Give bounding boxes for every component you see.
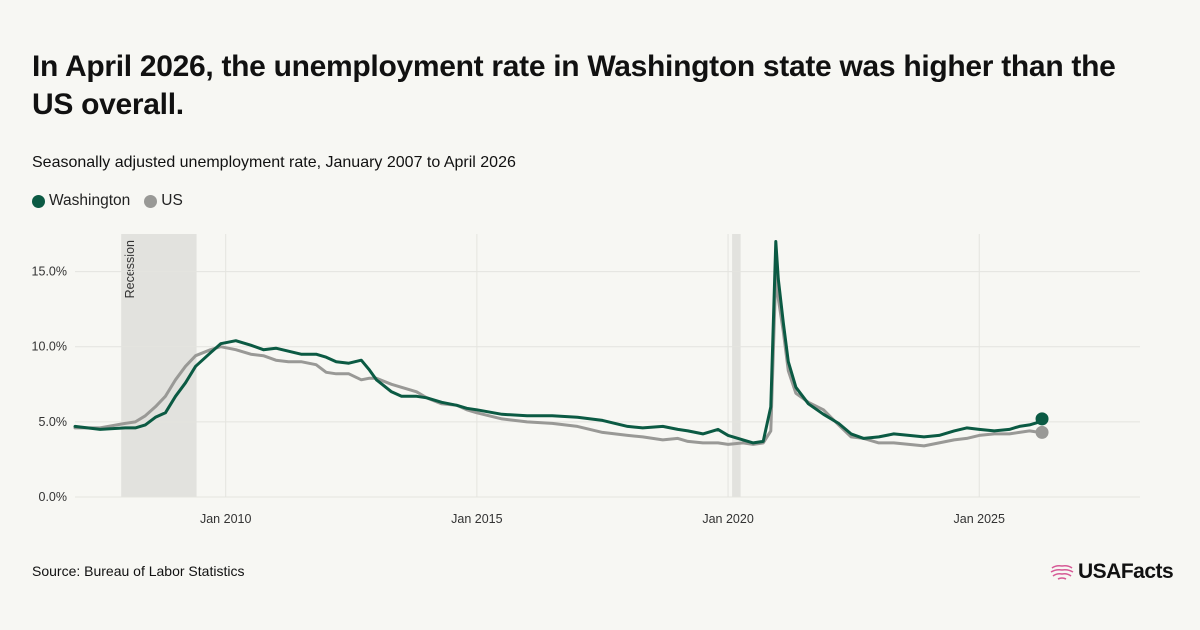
legend: Washington US	[32, 192, 197, 210]
series-endpoints	[1035, 412, 1049, 439]
endpoint-us	[1035, 425, 1049, 439]
y-tick-label: 0.0%	[39, 490, 68, 504]
usafacts-logo: USAFacts	[1050, 560, 1174, 584]
x-tick-label: Jan 2020	[702, 512, 753, 526]
source-note: Source: Bureau of Labor Statistics	[32, 563, 245, 579]
logo-text: USAFacts	[1078, 560, 1174, 583]
recession-label: Recession	[123, 240, 137, 298]
legend-dot-us	[144, 194, 158, 208]
series-line-us	[73, 273, 1047, 448]
series-line-washington	[73, 240, 1047, 445]
endpoint-washington	[1035, 412, 1049, 426]
x-tick-label: Jan 2015	[451, 512, 502, 526]
series-lines	[73, 240, 1047, 448]
legend-label-us: US	[161, 192, 183, 209]
x-axis-ticks: Jan 2010 Jan 2015 Jan 2020 Jan 2025	[200, 512, 1005, 526]
x-tick-label: Jan 2010	[200, 512, 251, 526]
legend-label-washington: Washington	[49, 192, 131, 209]
chart-subtitle: Seasonally adjusted unemployment rate, J…	[32, 154, 516, 171]
recession-band-1	[732, 234, 741, 497]
y-tick-label: 15.0%	[32, 265, 67, 279]
legend-dot-washington	[32, 194, 45, 208]
y-tick-label: 10.0%	[32, 340, 67, 354]
legend-item-us: US	[144, 192, 183, 210]
gridlines	[75, 234, 1140, 498]
x-tick-label: Jan 2025	[954, 512, 1005, 526]
legend-item-washington: Washington	[32, 192, 130, 210]
chart-title: In April 2026, the unemployment rate in …	[32, 50, 1116, 121]
recession-band-0	[121, 234, 197, 497]
recession-bands: Recession	[121, 234, 741, 497]
unemployment-line-chart: Recession 0.0%5.0%10.0%15.0% Jan 2010 Jan…	[32, 234, 1140, 526]
us-map-icon	[1050, 564, 1074, 580]
y-axis-ticks: 0.0% 5.0% 10.0% 15.0%	[32, 265, 67, 504]
y-tick-label: 5.0%	[39, 415, 68, 429]
